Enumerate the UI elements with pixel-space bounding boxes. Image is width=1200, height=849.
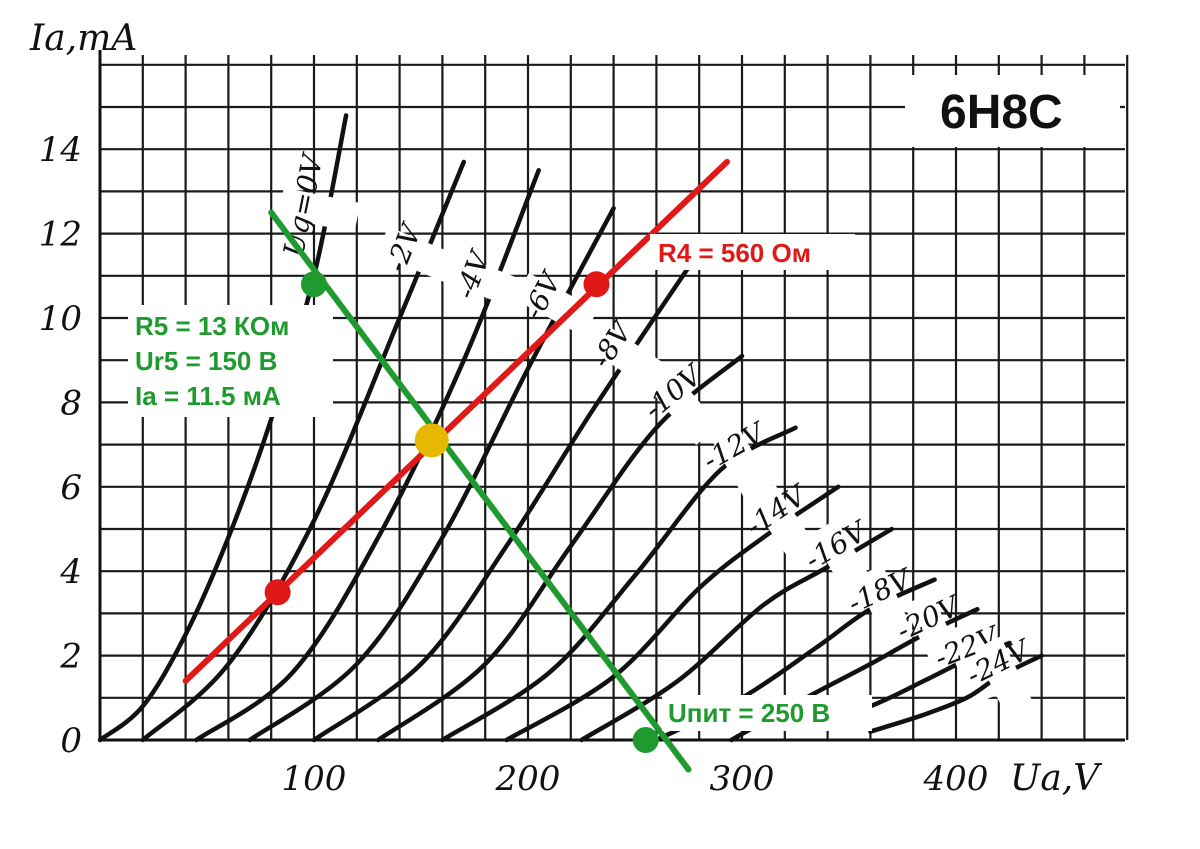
curve-label-background: [514, 273, 598, 337]
y-tick-label: 0: [60, 721, 82, 761]
plate-curves: Ug=0V -2V -4V -6V-8V-10V-12V-14V-16V-18V-20…: [97, 113, 1044, 743]
curve-label-background: [708, 420, 774, 503]
curve-label-background: [973, 636, 1035, 720]
x-tick-label: 300: [710, 759, 775, 799]
annotation-box: [128, 305, 333, 417]
r4-annotation: R4 = 560 Ом: [658, 238, 811, 268]
y-tick-label: 12: [39, 215, 82, 255]
load-line-point: [301, 271, 327, 298]
y-tick-label: 6: [60, 468, 82, 508]
curve-label-background: [277, 187, 361, 233]
load-lines: [182, 158, 731, 773]
tick-labels: 0 2 4 6 8 10 12 14 100 200 300 400: [39, 130, 989, 799]
r5-annotation: R5 = 13 КОм: [135, 311, 289, 341]
load-line-point: [264, 579, 291, 606]
tube-name-label: 6H8C: [940, 86, 1063, 139]
load-line: [182, 158, 731, 684]
y-tick-label: 2: [59, 637, 82, 677]
load-line-point: [632, 727, 659, 753]
tube-label-box: [905, 75, 1120, 147]
curve-label-background: [376, 226, 461, 285]
y-tick-label: 10: [39, 299, 82, 339]
curve-label-background: [584, 320, 666, 390]
y-axis-title: Ia,mA: [29, 18, 137, 59]
load-line: [268, 209, 692, 773]
curve-label-background: [646, 365, 720, 445]
operating-point: [414, 423, 449, 458]
curve-label-background: [855, 564, 916, 649]
axes: [98, 50, 1125, 742]
r4-annotation-box: [650, 234, 855, 270]
upit-annotation-box: [662, 695, 872, 731]
curve-label-background: [903, 592, 965, 676]
curve-label-background: [749, 484, 819, 566]
y-tick-label: 14: [39, 130, 82, 170]
x-tick-label: 200: [495, 759, 561, 799]
x-tick-label: 400: [923, 759, 989, 799]
x-axis-title: Ua,V: [1010, 758, 1103, 799]
ia-annotation: Ia = 11.5 мА: [135, 381, 281, 411]
y-tick-label: 4: [59, 552, 82, 592]
y-tick-label: 8: [60, 383, 82, 423]
curve-label-background: [445, 253, 530, 311]
x-tick-label: 100: [282, 759, 347, 799]
load-line-point: [583, 271, 610, 298]
marked-points: [264, 271, 659, 753]
ur5-annotation: Ur5 = 150 В: [135, 346, 277, 376]
plate-curve: [97, 113, 349, 743]
upit-annotation: Uпит = 250 В: [668, 698, 830, 728]
